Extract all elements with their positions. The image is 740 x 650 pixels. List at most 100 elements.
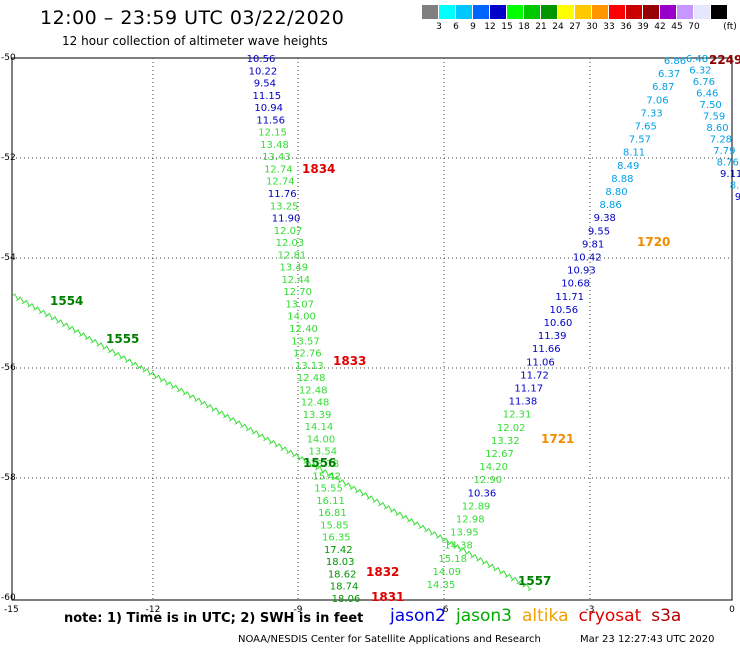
track-value-left: 17.42 <box>324 545 353 556</box>
x-tick-label: -15 <box>4 605 19 615</box>
track-value-diagonal: 1 <box>207 402 218 415</box>
legend-swatch <box>711 5 728 19</box>
track-value-diagonal: 1 <box>322 467 333 480</box>
track-value-diagonal: 1 <box>63 321 74 334</box>
track-value-diagonal: 1 <box>356 487 367 500</box>
track-value-right-descending: 8.76 <box>717 158 739 169</box>
pass-time-label: 2249 <box>709 53 740 67</box>
track-value-right-ascending: 8.80 <box>605 187 627 198</box>
track-value-diagonal: 1 <box>75 327 86 340</box>
track-value-diagonal: 1 <box>109 347 120 360</box>
track-value-diagonal: 1 <box>52 314 63 327</box>
legend-labels: 3 6 9 12 15 18 21 24 27 30 33 36 39 42 45 70 (ft) <box>422 19 737 33</box>
track-value-diagonal: 1 <box>408 516 419 529</box>
track-value-right-ascending: 9.81 <box>582 239 604 250</box>
satellite-key-cryosat: cryosat <box>578 606 642 626</box>
track-value-diagonal: 1 <box>218 409 229 422</box>
track-value-diagonal: 1 <box>506 572 517 585</box>
track-value-right-ascending: 11.72 <box>520 370 549 381</box>
track-value-left: 13.07 <box>285 299 314 310</box>
track-value-diagonal: 1 <box>259 432 270 445</box>
track-value-diagonal: 1 <box>46 311 57 324</box>
track-value-diagonal: 1 <box>57 318 68 331</box>
track-value-diagonal: 1 <box>385 503 396 516</box>
track-value-left: 18.62 <box>328 569 357 580</box>
track-value-right-descending: 7.50 <box>700 100 722 111</box>
track-value-diagonal: 1 <box>276 441 287 454</box>
note-text: note: 1) Time is in UTC; 2) SWH is in fe… <box>64 611 364 626</box>
track-value-right-descending: 6.32 <box>689 66 711 77</box>
track-value-diagonal: 1 <box>316 464 327 477</box>
track-value-left: 10.56 <box>247 54 276 65</box>
track-value-left: 13.13 <box>295 361 324 372</box>
track-value-left: 13.25 <box>270 201 299 212</box>
legend-swatch <box>626 5 643 19</box>
track-value-diagonal: 1 <box>339 477 350 490</box>
pass-labels: 1834 1833 1832 1831 1720 1721 2249 1554 1555 1556… <box>50 53 740 604</box>
track-value-right-ascending: 6.86 <box>664 56 686 67</box>
track-value-diagonal: 1 <box>287 448 298 461</box>
track-value-left: 16.35 <box>322 533 351 544</box>
track-value-left: 12.74 <box>264 164 293 175</box>
track-value-left: 13.49 <box>280 263 309 274</box>
track-value-diagonal: 1 <box>454 542 465 555</box>
track-value-diagonal: 1 <box>98 340 109 353</box>
track-value-diagonal: 1 <box>443 536 454 549</box>
track-value-right-ascending: 9.55 <box>588 226 610 237</box>
track-value-right-ascending: 6.87 <box>652 82 674 93</box>
track-value-right-ascending: 10.56 <box>550 305 579 316</box>
legend-swatch <box>575 5 592 19</box>
satellite-key-altika: altika <box>522 606 569 626</box>
track-value-right-ascending: 8.86 <box>600 200 622 211</box>
legend-tick-label: 36 <box>620 22 632 32</box>
track-value-diagonal: 1 <box>132 360 143 373</box>
track-value-right-ascending: 7.33 <box>640 108 662 119</box>
track-value-diagonal: 1 <box>523 581 534 594</box>
track-value-diagonal: 1 <box>391 507 402 520</box>
track-value-right-ascending: 10.93 <box>567 266 596 277</box>
legend-unit-label: (ft) <box>723 22 737 32</box>
x-tick-label: -6 <box>440 605 449 615</box>
legend-swatch <box>490 5 507 19</box>
track-value-right-descending: 7.28 <box>710 135 732 146</box>
track-value-diagonal: 1 <box>11 291 22 304</box>
track-value-left: 12.48 <box>301 398 330 409</box>
track-value-right-ascending: 12.90 <box>473 475 502 486</box>
track-value-left: 13.43 <box>262 152 291 163</box>
track-value-left: 12.44 <box>281 275 310 286</box>
legend-tick-label: 27 <box>569 22 581 32</box>
track-value-diagonal: 1 <box>466 549 477 562</box>
legend-swatch <box>507 5 524 19</box>
track-value-diagonal: 1 <box>299 454 310 467</box>
track-value-diagonal: 1 <box>236 419 247 432</box>
track-value-diagonal: 1 <box>402 513 413 526</box>
track-value-left: 12.70 <box>283 287 312 298</box>
legend-swatch <box>609 5 626 19</box>
track-value-right-ascending: 11.38 <box>509 397 538 408</box>
track-value-right-descending: 9 <box>735 192 740 203</box>
track-value-right-ascending: 14.38 <box>444 541 473 552</box>
track-value-left: 13.54 <box>308 447 337 458</box>
legend-tick-label: 42 <box>654 22 666 32</box>
track-value-left: 13.48 <box>260 140 289 151</box>
track-value-left: 12.48 <box>297 373 326 384</box>
track-value-left: 10.22 <box>249 66 278 77</box>
legend-swatch <box>422 5 439 19</box>
track-value-left: 12.07 <box>274 226 303 237</box>
legend-tick-label: 9 <box>470 22 476 32</box>
track-value-diagonal: 1 <box>213 406 224 419</box>
track-value-right-descending: 9.11 <box>720 169 740 180</box>
legend-tick-label: 39 <box>637 22 649 32</box>
track-value-diagonal: 1 <box>397 510 408 523</box>
track-value-diagonal: 1 <box>362 490 373 503</box>
track-value-left: 9.54 <box>254 79 276 90</box>
pass-time-label: 1834 <box>302 162 335 176</box>
track-value-diagonal: 1 <box>368 494 379 507</box>
track-value-left: 18.74 <box>330 582 359 593</box>
legend-tick-label: 45 <box>671 22 683 32</box>
track-value-diagonal: 1 <box>247 425 258 438</box>
track-value-right-descending: 8. <box>730 181 740 192</box>
y-tick-label: -60 <box>1 593 16 603</box>
legend-tick-label: 18 <box>518 22 530 32</box>
axis-labels: -15 -12 -9 -6 -3 0 -50 -52 -54 -56 -58 -60 <box>1 53 735 615</box>
